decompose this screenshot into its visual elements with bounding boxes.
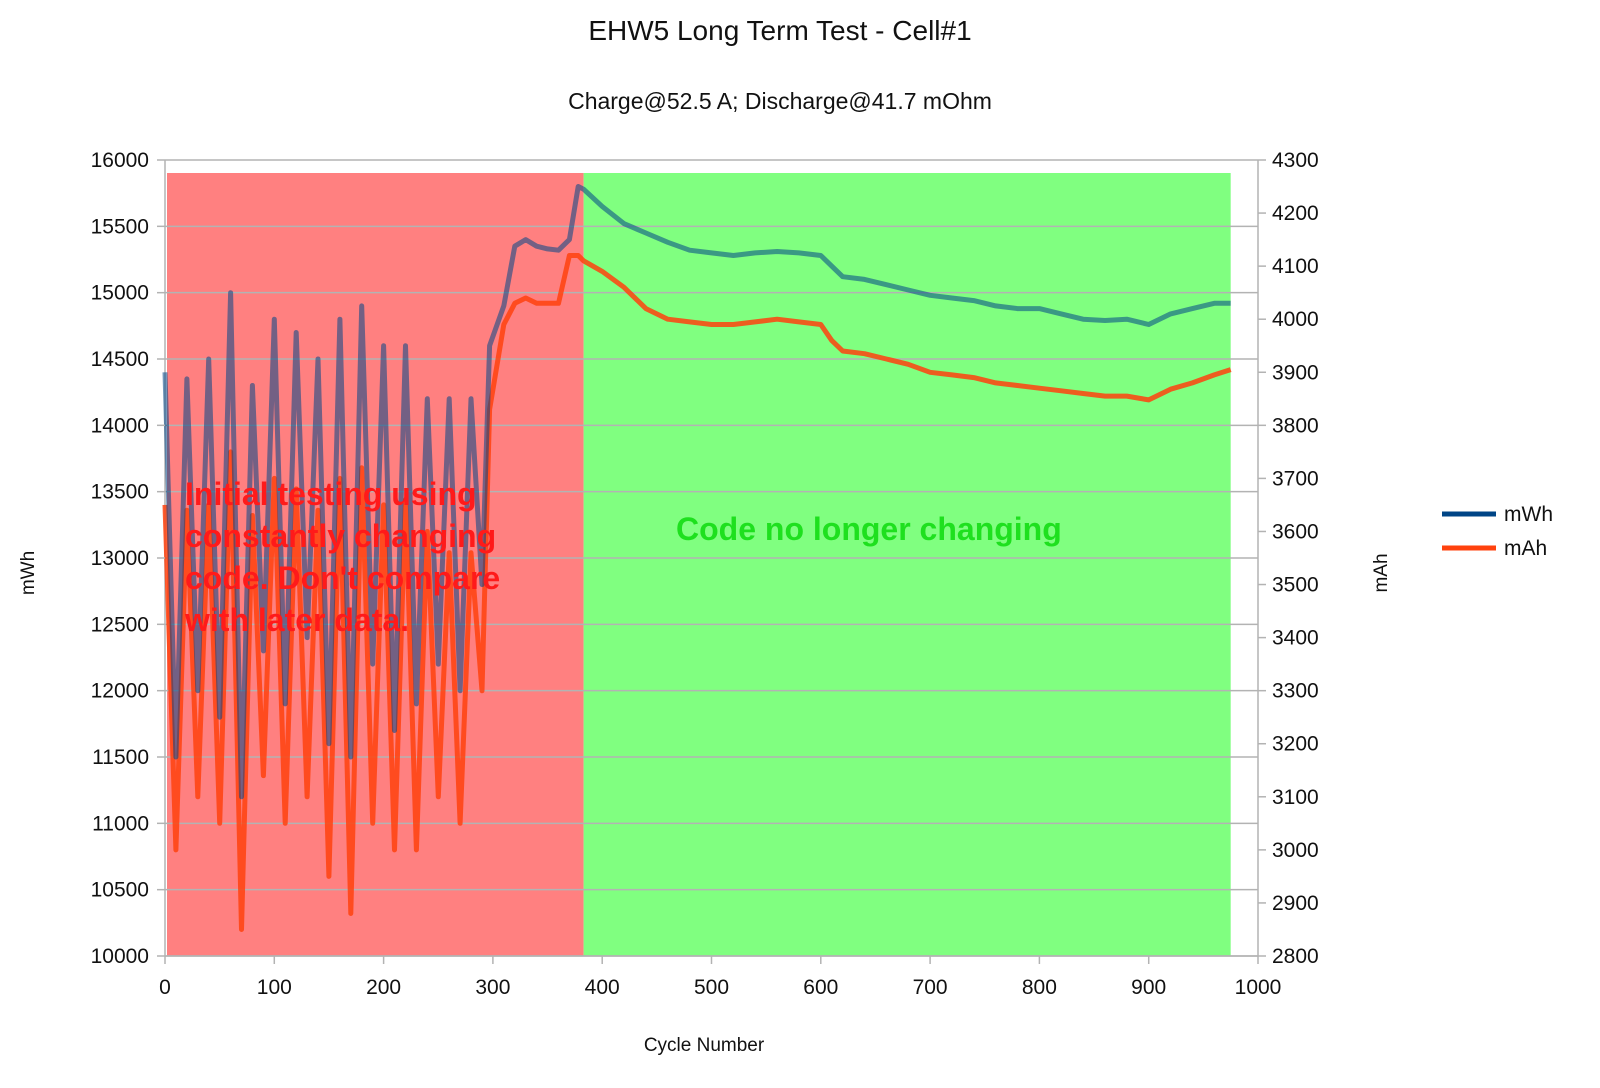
y-right-tick-label-10: 3300 <box>1272 680 1319 703</box>
y-right-axis-title: mAh <box>1371 553 1392 592</box>
y-right-tick-label-15: 2800 <box>1272 945 1319 968</box>
x-tick-label-3: 300 <box>475 976 510 999</box>
legend-label-mwh: mWh <box>1504 503 1553 526</box>
y-left-tick-label-10: 11000 <box>92 812 149 835</box>
y-right-tick-label-5: 3800 <box>1272 414 1319 437</box>
y-left-axis-title: mWh <box>18 551 39 595</box>
legend: mWh mAh <box>1442 503 1553 560</box>
series-layer <box>162 184 1232 932</box>
ticks-layer: 16000 15500 15000 14500 14000 13500 13000 12500… <box>91 149 1319 999</box>
x-tick-label-6: 600 <box>803 976 838 999</box>
y-right-tick-label-7: 3600 <box>1272 520 1319 543</box>
annotation-red-line-0: Initial testing using <box>185 476 477 512</box>
series-line-mah <box>162 253 1232 932</box>
y-left-tick-label-3: 14500 <box>91 348 149 371</box>
y-left-tick-label-8: 12000 <box>91 680 149 703</box>
x-tick-label-4: 400 <box>585 976 620 999</box>
x-tick-label-0: 0 <box>159 976 171 999</box>
y-left-tick-label-1: 15500 <box>91 215 149 238</box>
y-right-tick-label-11: 3200 <box>1272 733 1319 756</box>
y-right-tick-label-3: 4000 <box>1272 308 1319 331</box>
y-left-tick-label-12: 10000 <box>91 945 149 968</box>
y-left-tick-label-0: 16000 <box>91 149 149 172</box>
y-left-tick-label-11: 10500 <box>91 879 149 902</box>
region-1 <box>583 173 1231 956</box>
y-right-tick-label-4: 3900 <box>1272 361 1319 384</box>
x-tick-label-10: 1000 <box>1235 976 1282 999</box>
y-right-tick-label-14: 2900 <box>1272 892 1319 915</box>
y-right-tick-label-8: 3500 <box>1272 574 1319 597</box>
y-left-tick-label-7: 12500 <box>91 613 149 636</box>
chart-title: EHW5 Long Term Test - Cell#1 <box>588 15 971 46</box>
legend-label-mah: mAh <box>1504 537 1547 560</box>
x-axis-title: Cycle Number <box>644 1035 765 1056</box>
x-tick-label-2: 200 <box>366 976 401 999</box>
y-left-tick-label-5: 13500 <box>91 481 149 504</box>
y-left-tick-label-4: 14000 <box>91 414 149 437</box>
chart-subtitle: Charge@52.5 A; Discharge@41.7 mOhm <box>568 88 992 114</box>
x-tick-label-5: 500 <box>694 976 729 999</box>
annotation-layer: Initial testing using constantly changing… <box>184 476 1062 638</box>
annotation-green-line-0: Code no longer changing <box>676 511 1062 547</box>
y-right-tick-label-9: 3400 <box>1272 627 1319 650</box>
annotation-red-line-3: with later data. <box>184 602 409 638</box>
x-tick-label-7: 700 <box>913 976 948 999</box>
annotation-red-line-1: constantly changing <box>185 518 496 554</box>
y-right-tick-label-0: 4300 <box>1272 149 1319 172</box>
x-tick-label-8: 800 <box>1022 976 1057 999</box>
y-right-tick-label-12: 3100 <box>1272 786 1319 809</box>
y-left-tick-label-9: 11500 <box>92 746 149 769</box>
y-right-tick-label-1: 4200 <box>1272 202 1319 225</box>
y-left-tick-label-2: 15000 <box>91 282 149 305</box>
y-left-tick-label-6: 13000 <box>91 547 149 570</box>
y-right-tick-label-2: 4100 <box>1272 255 1319 278</box>
series-line-mwh <box>162 184 1231 800</box>
y-right-tick-label-6: 3700 <box>1272 467 1319 490</box>
annotation-red-line-2: code. Don't compare <box>185 560 500 596</box>
y-right-tick-label-13: 3000 <box>1272 839 1319 862</box>
x-tick-label-1: 100 <box>257 976 292 999</box>
x-tick-label-9: 900 <box>1131 976 1166 999</box>
